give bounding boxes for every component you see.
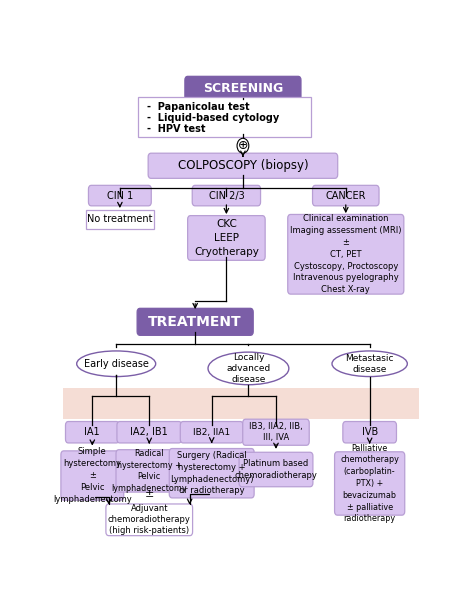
Text: -  Liquid-based cytology: - Liquid-based cytology (146, 113, 279, 123)
Circle shape (237, 139, 249, 153)
FancyBboxPatch shape (117, 422, 182, 443)
FancyBboxPatch shape (138, 97, 311, 137)
Text: IB3, IIA2, IIB,
III, IVA: IB3, IIA2, IIB, III, IVA (249, 422, 303, 442)
Text: -  Papanicolau test: - Papanicolau test (146, 102, 249, 111)
Text: Palliative
chemotherapy
(carboplatin-
PTX) +
bevacizumab
± palliative
radiothera: Palliative chemotherapy (carboplatin- PT… (340, 443, 399, 523)
Ellipse shape (332, 351, 407, 376)
FancyBboxPatch shape (192, 185, 261, 206)
FancyBboxPatch shape (148, 153, 337, 178)
Text: Adjuvant
chemoradiotherapy
(high risk-patients): Adjuvant chemoradiotherapy (high risk-pa… (108, 504, 191, 535)
Text: Early disease: Early disease (84, 359, 149, 369)
FancyBboxPatch shape (169, 448, 254, 498)
Text: IA1: IA1 (84, 427, 100, 437)
Text: SCREENING: SCREENING (203, 82, 283, 96)
FancyBboxPatch shape (137, 309, 253, 335)
Text: CIN 1: CIN 1 (107, 191, 133, 201)
Text: Metastasic
disease: Metastasic disease (346, 354, 394, 374)
Text: Locally
advanced
disease: Locally advanced disease (226, 353, 271, 384)
FancyBboxPatch shape (343, 422, 396, 443)
Text: Clinical examination
Imaging assessment (MRI)
±
CT, PET
Cystoscopy, Proctoscopy
: Clinical examination Imaging assessment … (290, 214, 401, 294)
Text: -  HPV test: - HPV test (146, 124, 205, 134)
Text: CKC
LEEP
Cryotherapy: CKC LEEP Cryotherapy (194, 219, 259, 257)
FancyBboxPatch shape (61, 451, 124, 500)
Text: TREATMENT: TREATMENT (148, 315, 242, 329)
FancyBboxPatch shape (188, 215, 265, 260)
FancyBboxPatch shape (312, 185, 379, 206)
FancyBboxPatch shape (116, 450, 182, 492)
FancyBboxPatch shape (106, 504, 192, 535)
FancyBboxPatch shape (288, 214, 404, 294)
FancyBboxPatch shape (239, 453, 313, 487)
Text: COLPOSCOPY (biopsy): COLPOSCOPY (biopsy) (178, 159, 308, 172)
Text: IVB: IVB (362, 427, 378, 437)
Text: IA2, IB1: IA2, IB1 (130, 427, 168, 437)
FancyBboxPatch shape (180, 422, 243, 443)
Text: Platinum based
chemoradiotherapy: Platinum based chemoradiotherapy (235, 459, 318, 480)
Text: Radical
hysterectomy +
Pelvic
lymphadenectomy: Radical hysterectomy + Pelvic lymphadene… (111, 449, 187, 493)
Text: CIN 2/3: CIN 2/3 (209, 191, 244, 201)
FancyBboxPatch shape (243, 419, 309, 445)
FancyBboxPatch shape (89, 185, 151, 206)
FancyBboxPatch shape (63, 388, 419, 419)
Ellipse shape (77, 351, 155, 376)
Text: IB2, IIA1: IB2, IIA1 (193, 428, 230, 437)
FancyBboxPatch shape (185, 76, 301, 102)
Ellipse shape (208, 352, 289, 385)
Text: Simple
hysterectomy
±
Pelvic
lymphadenectomy: Simple hysterectomy ± Pelvic lymphadenec… (53, 448, 132, 503)
Text: No treatment: No treatment (87, 214, 153, 224)
FancyBboxPatch shape (65, 422, 119, 443)
Text: ⊕: ⊕ (237, 139, 248, 152)
Text: CANCER: CANCER (326, 191, 366, 201)
FancyBboxPatch shape (335, 452, 405, 515)
Text: Surgery (Radical
hysterectomy +
Lymphadenectomy)
or radiotherapy: Surgery (Radical hysterectomy + Lymphade… (170, 451, 254, 495)
FancyBboxPatch shape (86, 209, 154, 229)
Text: ±: ± (145, 489, 154, 499)
